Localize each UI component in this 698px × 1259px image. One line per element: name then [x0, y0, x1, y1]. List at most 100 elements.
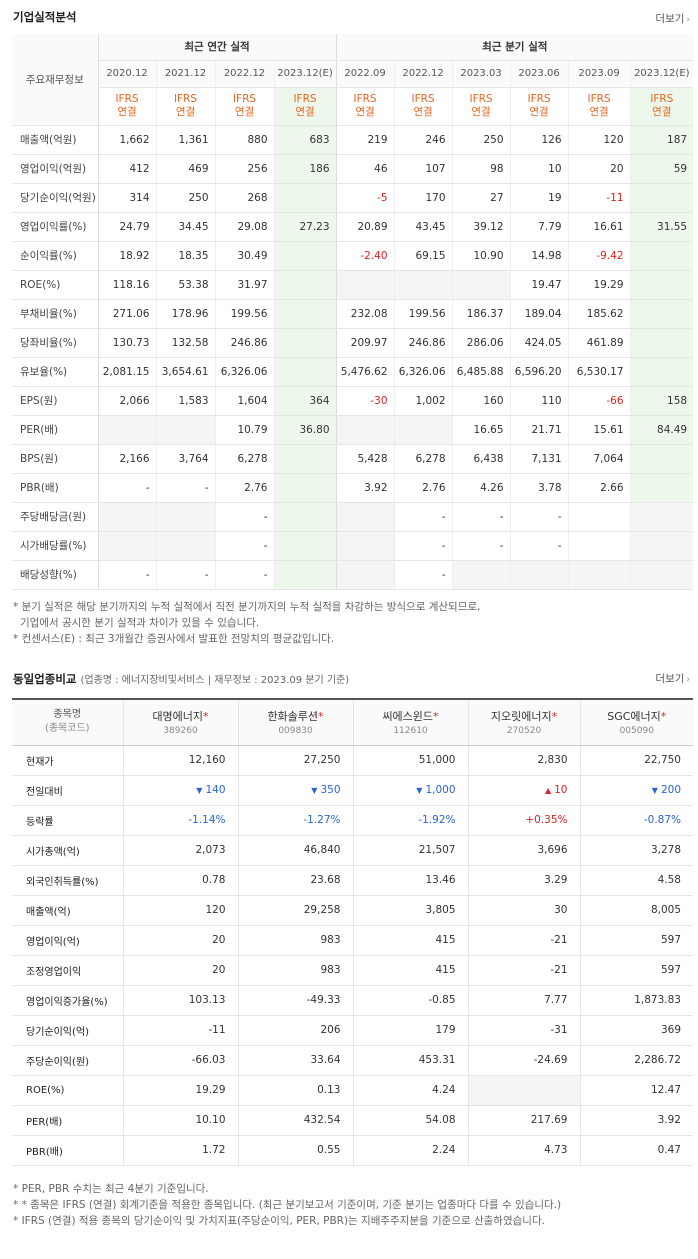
company-header[interactable]: 대명에너지* 389260: [122, 698, 238, 746]
ifrs-line: IFRS: [411, 93, 435, 105]
peer-note: * IFRS (연결) 적용 종목의 당기순이익 및 가치지표(주당순이익, P…: [13, 1215, 545, 1227]
comparison-cell: ▼ 200: [579, 775, 693, 806]
financial-row-label: ROE(%): [12, 270, 99, 300]
financial-cell: 1,361: [155, 125, 215, 155]
peer-note: * PER, PBR 수치는 최근 4분기 기준입니다.: [13, 1183, 209, 1195]
period-header: 2023.06: [509, 60, 569, 88]
period-header: 2022.09: [335, 60, 395, 88]
financial-cell: [335, 415, 395, 445]
financial-cell: 256: [214, 154, 274, 184]
company-header[interactable]: 씨에스윈드* 112610: [352, 698, 468, 746]
financial-cell: [629, 241, 694, 271]
period-header: 2023.12(E): [273, 60, 337, 88]
financial-cell: 18.35: [155, 241, 215, 271]
comparison-cell: 12,160: [122, 745, 238, 776]
ifrs-label: IFRS 연결: [451, 87, 511, 126]
company-name[interactable]: SGC에너지: [607, 710, 661, 724]
comparison-cell: 12.47: [579, 1075, 693, 1106]
company-name[interactable]: 씨에스윈드: [382, 710, 434, 724]
company-name[interactable]: 한화솔루션: [267, 710, 319, 724]
company-code: 270520: [506, 726, 542, 737]
comparison-cell: 0.13: [237, 1075, 353, 1106]
financial-row: 매출액(억원) 1,662 1,361 880 683 219 246 250 126 120 18…: [12, 125, 694, 155]
ifrs-line: IFRS: [115, 93, 139, 105]
comparison-cell: 1,873.83: [579, 985, 693, 1016]
financial-cell: 250: [451, 125, 511, 155]
financial-cell: 2,066: [98, 385, 156, 416]
comparison-cell: 415: [352, 955, 468, 986]
financial-cell: [629, 183, 694, 213]
financial-row: EPS(원) 2,066 1,583 1,604 364 -30 1,002 160 110 -6…: [12, 385, 694, 416]
financial-cell: -11: [567, 183, 631, 213]
comparison-row: 영업이익(억) 20 983 415 -21 597: [12, 925, 693, 956]
financial-row-label: 주당배당금(원): [12, 501, 99, 532]
financial-cell: 6,485.88: [451, 357, 511, 387]
financial-cell: 36.80: [273, 415, 337, 445]
financial-row: 주당배당금(원) - - - -: [12, 501, 694, 532]
ifrs-star-icon: *: [660, 710, 667, 724]
financial-cell: -: [451, 531, 511, 561]
peer-comparison-table: 종목명 (종목코드) 대명에너지* 389260 한화솔루션* 009830 씨에스윈드…: [12, 698, 693, 1166]
financial-row: 배당성향(%) - - - -: [12, 560, 694, 590]
comparison-row-label: 매출액(억): [12, 895, 123, 926]
consolidated-line: 연결: [529, 106, 549, 118]
comparison-cell: -66.03: [122, 1045, 238, 1076]
financial-cell: 16.61: [567, 211, 631, 242]
financial-cell: [273, 531, 337, 561]
comparison-cell: 4.58: [579, 865, 693, 896]
comparison-cell: ▼ 140: [122, 775, 238, 806]
financial-cell: 286.06: [451, 328, 511, 358]
financial-summary-header: 기업실적분석 더보기 ›: [0, 0, 698, 25]
company-name-wrap: SGC에너지*: [581, 708, 694, 724]
company-header[interactable]: SGC에너지* 005090: [579, 698, 694, 746]
comparison-cell: 2.24: [352, 1135, 468, 1166]
period-header: 2022.12: [393, 60, 453, 88]
financial-more-link[interactable]: 더보기 ›: [655, 11, 690, 26]
financial-cell: 1,604: [214, 385, 274, 416]
peer-more-link[interactable]: 더보기 ›: [655, 671, 690, 686]
financial-row-label: 순이익률(%): [12, 241, 99, 271]
financial-cell: 24.79: [98, 211, 156, 242]
company-name[interactable]: 지오릿에너지: [490, 710, 552, 724]
financial-note: * 컨센서스(E) : 최근 3개월간 증권사에서 발표한 전망치의 평균값입니…: [13, 633, 335, 645]
peer-subtitle: (업종명 : 에너지장비및서비스 | 재무정보 : 2023.09 분기 기준): [80, 675, 350, 686]
financial-cell: -: [393, 501, 453, 532]
company-name[interactable]: 대명에너지: [152, 710, 204, 724]
financial-cell: [567, 531, 631, 561]
comparison-row-label: 등락률: [12, 805, 123, 836]
financial-cell: 20.89: [335, 211, 395, 242]
financial-cell: [629, 270, 694, 300]
financial-cell: 98: [451, 154, 511, 184]
financial-cell: 4.26: [451, 473, 511, 503]
comparison-cell: 20: [122, 925, 238, 956]
financial-row: 영업이익률(%) 24.79 34.45 29.08 27.23 20.89 43.45 39…: [12, 211, 694, 242]
financial-cell: [155, 531, 215, 561]
financial-row-label: BPS(원): [12, 444, 99, 474]
company-header[interactable]: 한화솔루션* 009830: [237, 698, 353, 746]
comparison-cell: 217.69: [467, 1105, 580, 1136]
consolidated-line: 연결: [117, 106, 137, 118]
comparison-cell: 0.55: [237, 1135, 353, 1166]
comparison-cell: ▲ 10: [467, 775, 580, 806]
comparison-row-label: 주당순이익(원): [12, 1045, 123, 1076]
company-header[interactable]: 지오릿에너지* 270520: [467, 698, 580, 746]
consolidated-line: 연결: [589, 106, 609, 118]
financial-cell: [451, 270, 511, 300]
ifrs-label: IFRS 연결: [98, 87, 156, 126]
comparison-cell: 983: [237, 925, 353, 956]
financial-cell: [273, 183, 337, 213]
triangle-down-icon: ▼: [311, 786, 318, 795]
ifrs-label: IFRS 연결: [393, 87, 453, 126]
financial-cell: 1,002: [393, 385, 453, 416]
comparison-cell: 3,696: [467, 835, 580, 866]
financial-cell: 6,326.06: [214, 357, 274, 387]
comparison-row-label: PBR(배): [12, 1135, 123, 1166]
comparison-cell: 23.68: [237, 865, 353, 896]
comparison-cell: 8,005: [579, 895, 693, 926]
financial-cell: [273, 444, 337, 474]
financial-row: 영업이익(억원) 412 469 256 186 46 107 98 10 20 59: [12, 154, 694, 184]
triangle-down-icon: ▼: [196, 786, 203, 795]
comparison-cell: 27,250: [237, 745, 353, 776]
comparison-cell: 3,805: [352, 895, 468, 926]
period-header: 2023.12(E): [629, 60, 694, 88]
